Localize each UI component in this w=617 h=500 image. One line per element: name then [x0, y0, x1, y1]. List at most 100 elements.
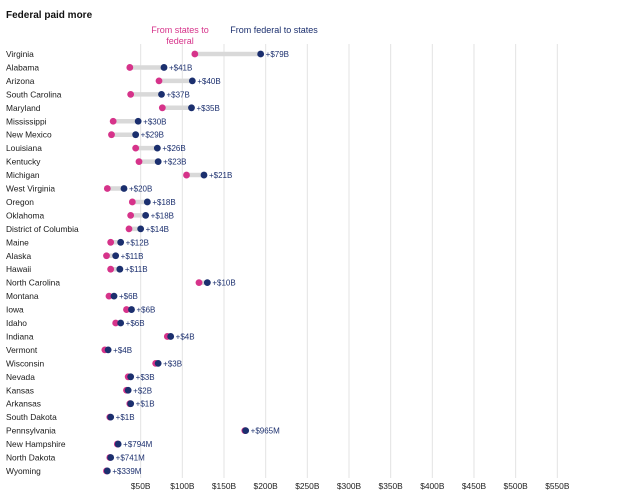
difference-label: +$741M: [116, 454, 145, 463]
x-tick-label: $50B: [131, 481, 151, 491]
difference-label: +$26B: [162, 144, 185, 153]
state-label: Iowa: [6, 305, 24, 315]
difference-label: +$18B: [152, 198, 175, 207]
chart-row: Maryland +$35B: [6, 103, 220, 113]
from-federal-dot: [127, 373, 135, 381]
chart-row: District of Columbia +$14B: [6, 224, 169, 234]
chart-row: Montana +$6B: [6, 291, 138, 301]
state-label: Oklahoma: [6, 210, 45, 220]
state-label: Nevada: [6, 372, 35, 382]
from-federal-dot: [128, 306, 135, 313]
chart-row: North Carolina +$10B: [6, 278, 236, 288]
from-federal-dot: [103, 467, 111, 475]
chart-row: New Mexico +$29B: [6, 130, 164, 140]
difference-label: +$3B: [136, 373, 155, 382]
difference-label: +$6B: [136, 306, 155, 315]
difference-label: +$79B: [266, 50, 289, 59]
from-federal-dot: [117, 319, 125, 327]
state-label: Oregon: [6, 197, 34, 207]
to-federal-dot: [155, 77, 163, 85]
to-federal-dot: [107, 238, 115, 246]
to-federal-dot: [191, 50, 199, 58]
chart-row: Mississippi +$30B: [6, 116, 167, 126]
chart-row: Iowa +$6B: [6, 305, 155, 315]
from-federal-dot: [188, 77, 196, 85]
from-federal-dot: [137, 225, 145, 233]
difference-label: +$40B: [197, 77, 220, 86]
state-label: West Virginia: [6, 184, 55, 194]
chart-row: West Virginia +$20B: [6, 184, 152, 194]
chart-row: Idaho +$6B: [6, 318, 145, 328]
legend-from-federal: From federal to states: [230, 25, 318, 35]
state-label: North Dakota: [6, 453, 56, 463]
from-federal-dot: [114, 440, 122, 448]
difference-label: +$35B: [196, 104, 219, 113]
difference-label: +$20B: [129, 185, 152, 194]
to-federal-dot: [126, 64, 134, 71]
to-federal-dot: [107, 265, 115, 273]
from-federal-dot: [110, 292, 118, 300]
x-tick-label: $150B: [212, 481, 237, 491]
difference-label: +$37B: [166, 90, 189, 99]
state-label: Wisconsin: [6, 358, 45, 368]
state-label: Wyoming: [6, 466, 41, 476]
from-federal-dot: [154, 359, 162, 367]
from-federal-dot: [107, 413, 115, 421]
state-label: Montana: [6, 291, 39, 301]
to-federal-dot: [135, 158, 143, 166]
difference-label: +$11B: [121, 252, 144, 261]
x-tick-label: $350B: [379, 481, 404, 491]
difference-label: +$794M: [123, 440, 152, 449]
from-federal-dot: [154, 158, 162, 166]
chart-row: Arkansas +$1B: [6, 399, 155, 409]
from-federal-dot: [127, 400, 135, 408]
state-label: Arizona: [6, 76, 35, 86]
to-federal-dot: [103, 185, 111, 192]
chart-row: Wisconsin +$3B: [6, 358, 182, 368]
difference-label: +$4B: [113, 346, 132, 355]
to-federal-dot: [158, 104, 166, 112]
difference-label: +$21B: [209, 171, 232, 180]
from-federal-dot: [134, 117, 142, 125]
x-tick-label: $100B: [170, 481, 195, 491]
state-label: District of Columbia: [6, 224, 79, 234]
x-tick-label: $500B: [504, 481, 529, 491]
chart-row: Maine +$12B: [6, 237, 149, 247]
difference-label: +$12B: [126, 238, 149, 247]
from-federal-dot: [167, 333, 175, 340]
from-federal-dot: [117, 238, 125, 246]
state-label: Kentucky: [6, 157, 41, 167]
state-label: South Dakota: [6, 412, 57, 422]
difference-label: +$18B: [151, 211, 174, 220]
to-federal-dot: [125, 225, 133, 233]
difference-label: +$29B: [141, 131, 164, 140]
chart-row: South Dakota +$1B: [6, 412, 135, 422]
state-label: Virginia: [6, 49, 34, 59]
to-federal-dot: [195, 279, 203, 287]
difference-label: +$339M: [112, 467, 141, 476]
difference-label: +$1B: [116, 413, 135, 422]
chart-row: Nevada +$3B: [6, 372, 155, 382]
state-label: Hawaii: [6, 264, 31, 274]
chart-row: Alaska +$11B: [6, 251, 143, 261]
x-tick-label: $400B: [420, 481, 445, 491]
chart-row: Alabama +$41B: [6, 62, 192, 72]
to-federal-dot: [183, 171, 190, 179]
difference-label: +$10B: [212, 279, 235, 288]
difference-label: +$2B: [133, 386, 152, 395]
from-federal-dot: [143, 198, 151, 206]
x-axis-ticks: $50B $100B $150B $200B $250B $300B $350B $400B $…: [131, 481, 570, 491]
difference-label: +$23B: [163, 158, 186, 167]
chart-row: Indiana +$4B: [6, 331, 195, 341]
to-federal-dot: [127, 90, 135, 98]
state-label: Michigan: [6, 170, 40, 180]
chart-row: North Dakota +$741M: [6, 453, 145, 463]
from-federal-dot: [153, 144, 161, 152]
chart-row: Arizona +$40B: [6, 76, 221, 86]
chart-row: Kansas +$2B: [6, 385, 152, 395]
state-label: North Carolina: [6, 278, 60, 288]
chart-rows: Virginia +$79B Alabama +$41B Arizona +$40B Sou…: [6, 49, 289, 476]
chart-row: Oregon +$18B: [6, 197, 176, 207]
from-federal-dot: [257, 50, 265, 58]
